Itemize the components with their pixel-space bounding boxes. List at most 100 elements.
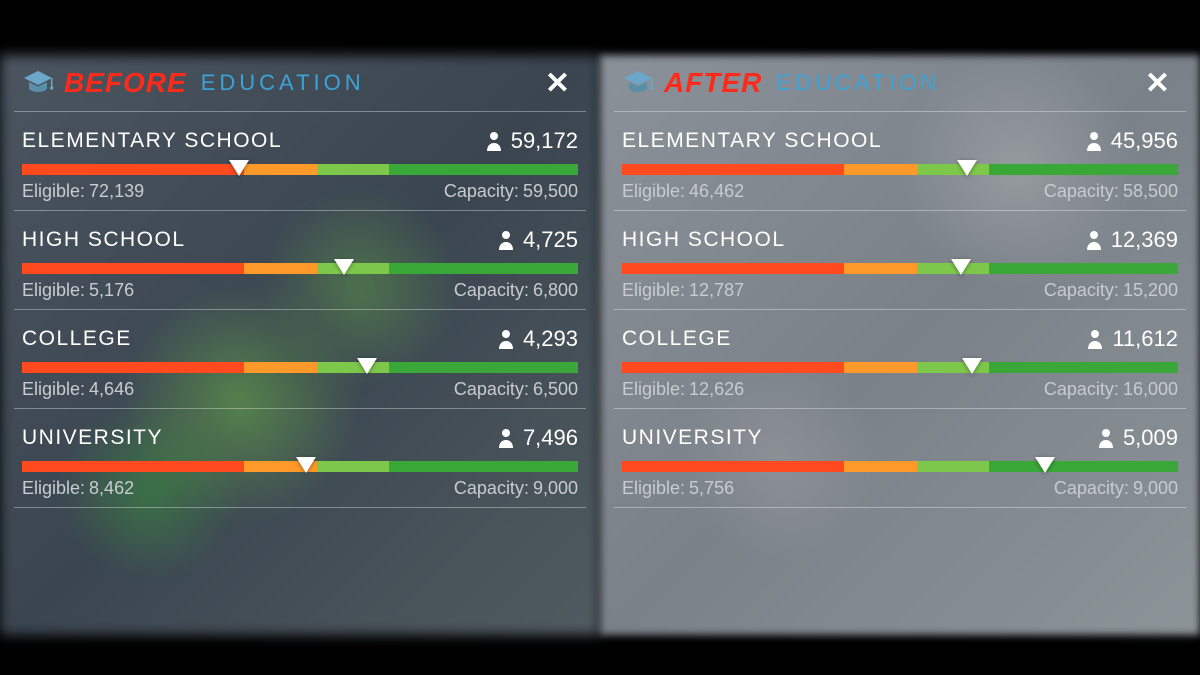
bar-segment [622, 362, 844, 373]
capacity-label: Capacity:59,500 [444, 181, 578, 202]
eligible-label: Eligible:5,756 [622, 478, 734, 499]
capacity-label: Capacity:9,000 [454, 478, 578, 499]
school-name: UNIVERSITY [622, 426, 763, 450]
bar-segment [244, 164, 316, 175]
person-icon [1086, 329, 1104, 349]
count-value: 45,956 [1111, 128, 1178, 154]
school-name: ELEMENTARY SCHOOL [622, 129, 882, 153]
bar-marker-icon [951, 259, 971, 275]
bar-segment [844, 461, 916, 472]
row-bottom: Eligible:72,139 Capacity:59,500 [22, 181, 578, 202]
bar-segment [22, 164, 244, 175]
bar-segment [917, 461, 989, 472]
bar-segment [317, 461, 389, 472]
bar-segment [389, 164, 578, 175]
student-count: 11,612 [1086, 326, 1178, 352]
education-row-elementary: ELEMENTARY SCHOOL 45,956 Eligible:46,462… [614, 111, 1186, 210]
eligible-label: Eligible:8,462 [22, 478, 134, 499]
capacity-label: Capacity:6,800 [454, 280, 578, 301]
bar-segment [22, 362, 244, 373]
capacity-label: Capacity:15,200 [1044, 280, 1178, 301]
bar-segment [317, 164, 389, 175]
bar-marker-icon [962, 358, 982, 374]
bar-segment [844, 164, 916, 175]
capacity-bar [22, 461, 578, 472]
bar-segment [317, 362, 389, 373]
comparison-container: BEFORE EDUCATION ✕ ELEMENTARY SCHOOL 59,… [0, 0, 1200, 675]
bar-segment [844, 362, 916, 373]
close-button[interactable]: ✕ [537, 62, 578, 105]
capacity-label: Capacity:58,500 [1044, 181, 1178, 202]
school-name: COLLEGE [22, 327, 132, 351]
capacity-bar [622, 461, 1178, 472]
education-row-university: UNIVERSITY 5,009 Eligible:5,756 Capacity:… [614, 408, 1186, 508]
panel-after: AFTER EDUCATION ✕ ELEMENTARY SCHOOL 45,9… [600, 55, 1200, 635]
capacity-bar [22, 164, 578, 175]
person-icon [497, 428, 515, 448]
bar-marker-icon [296, 457, 316, 473]
capacity-bar [622, 263, 1178, 274]
eligible-label: Eligible:46,462 [622, 181, 744, 202]
education-row-highschool: HIGH SCHOOL 12,369 Eligible:12,787 Capaci… [614, 210, 1186, 309]
panel-header: AFTER EDUCATION ✕ [614, 55, 1186, 111]
bar-marker-icon [229, 160, 249, 176]
eligible-label: Eligible:4,646 [22, 379, 134, 400]
eligible-label: Eligible:12,626 [622, 379, 744, 400]
eligible-label: Eligible:12,787 [622, 280, 744, 301]
bar-segment [989, 164, 1178, 175]
capacity-bar [22, 263, 578, 274]
count-value: 5,009 [1123, 425, 1178, 451]
panel-header: BEFORE EDUCATION ✕ [14, 55, 586, 111]
close-button[interactable]: ✕ [1137, 62, 1178, 105]
capacity-label: Capacity:9,000 [1054, 478, 1178, 499]
bar-segment [622, 164, 844, 175]
school-name: UNIVERSITY [22, 426, 163, 450]
capacity-bar [22, 362, 578, 373]
count-value: 4,293 [523, 326, 578, 352]
bar-segment [22, 461, 244, 472]
school-name: COLLEGE [622, 327, 732, 351]
count-value: 7,496 [523, 425, 578, 451]
bar-marker-icon [357, 358, 377, 374]
count-value: 4,725 [523, 227, 578, 253]
eligible-label: Eligible:5,176 [22, 280, 134, 301]
person-icon [485, 131, 503, 151]
education-row-college: COLLEGE 11,612 Eligible:12,626 Capacity:1… [614, 309, 1186, 408]
bar-marker-icon [957, 160, 977, 176]
panel-content: BEFORE EDUCATION ✕ ELEMENTARY SCHOOL 59,… [14, 55, 586, 508]
person-icon [1097, 428, 1115, 448]
panel-title: EDUCATION [201, 70, 365, 96]
education-row-university: UNIVERSITY 7,496 Eligible:8,462 Capacity:… [14, 408, 586, 508]
person-icon [497, 329, 515, 349]
bar-segment [844, 263, 916, 274]
panel-title: EDUCATION [776, 70, 940, 96]
person-icon [1085, 131, 1103, 151]
bar-segment [989, 362, 1178, 373]
bar-segment [389, 362, 578, 373]
student-count: 4,293 [497, 326, 578, 352]
education-row-elementary: ELEMENTARY SCHOOL 59,172 Eligible:72,139… [14, 111, 586, 210]
bar-segment [389, 263, 578, 274]
education-row-college: COLLEGE 4,293 Eligible:4,646 Capacity:6,5… [14, 309, 586, 408]
count-value: 59,172 [511, 128, 578, 154]
student-count: 5,009 [1097, 425, 1178, 451]
capacity-label: Capacity:6,500 [454, 379, 578, 400]
count-value: 11,612 [1112, 326, 1178, 352]
bar-segment [22, 263, 244, 274]
bar-segment [622, 263, 844, 274]
school-name: HIGH SCHOOL [622, 228, 786, 252]
graduation-cap-icon [622, 67, 654, 99]
person-icon [1085, 230, 1103, 250]
panel-before: BEFORE EDUCATION ✕ ELEMENTARY SCHOOL 59,… [0, 55, 600, 635]
graduation-cap-icon [22, 67, 54, 99]
capacity-label: Capacity:16,000 [1044, 379, 1178, 400]
bar-segment [989, 461, 1178, 472]
bar-segment [389, 461, 578, 472]
school-name: HIGH SCHOOL [22, 228, 186, 252]
education-row-highschool: HIGH SCHOOL 4,725 Eligible:5,176 Capacity… [14, 210, 586, 309]
eligible-label: Eligible:72,139 [22, 181, 144, 202]
bar-segment [244, 362, 316, 373]
count-value: 12,369 [1111, 227, 1178, 253]
comparison-label: BEFORE [64, 67, 187, 99]
student-count: 7,496 [497, 425, 578, 451]
